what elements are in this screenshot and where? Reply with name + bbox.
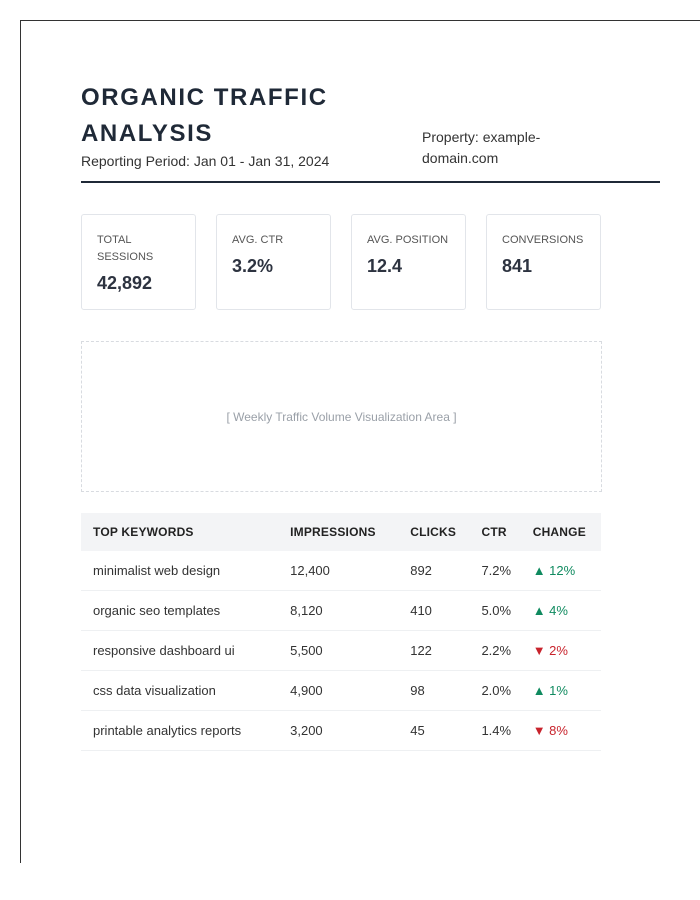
kpi-card: CONVERSIONS 841 bbox=[486, 214, 601, 310]
column-header: CTR bbox=[469, 513, 521, 551]
table-cell: 98 bbox=[398, 670, 470, 711]
table-cell: 2.2% bbox=[469, 630, 521, 671]
kpi-value: 3.2% bbox=[232, 256, 274, 276]
keyword-table: TOP KEYWORDS IMPRESSIONS CLICKS CTR CHANGE m… bbox=[81, 513, 601, 751]
table-cell: 12,400 bbox=[278, 551, 399, 591]
table-cell: printable analytics reports bbox=[81, 710, 279, 751]
table-cell: 122 bbox=[398, 630, 470, 671]
table-cell: minimalist web design bbox=[81, 551, 279, 591]
kpi-value: 841 bbox=[502, 256, 533, 276]
property: Property: example-domain.com bbox=[422, 129, 541, 166]
table-row: organic seo templates 8,120 410 5.0% ▲ 4% bbox=[81, 590, 601, 631]
change-cell: ▼ 2% bbox=[520, 630, 601, 671]
table-cell: 410 bbox=[398, 590, 470, 631]
table-cell: 3,200 bbox=[278, 710, 399, 751]
table-row: minimalist web design 12,400 892 7.2% ▲ 12% bbox=[81, 551, 601, 591]
reporting-period: Reporting Period: Jan 01 - Jan 31, 2024 bbox=[81, 153, 330, 169]
column-header: TOP KEYWORDS bbox=[81, 513, 279, 551]
kpi-value: 12.4 bbox=[367, 256, 403, 276]
kpi-label: CONVERSIONS bbox=[502, 234, 584, 246]
change-cell: ▲ 4% bbox=[520, 590, 601, 631]
table-cell: 2.0% bbox=[469, 670, 521, 711]
table-cell: 5,500 bbox=[278, 630, 399, 671]
table-cell: 7.2% bbox=[469, 551, 521, 591]
change-cell: ▲ 1% bbox=[520, 670, 601, 711]
kpi-label: AVG. POSITION bbox=[367, 234, 449, 246]
column-header: IMPRESSIONS bbox=[278, 513, 399, 551]
chart-placeholder: [ Weekly Traffic Volume Visualization Ar… bbox=[81, 341, 602, 492]
kpi-card: AVG. POSITION 12.4 bbox=[351, 214, 466, 310]
report-sheet: ORGANIC TRAFFIC ANALYSIS Reporting Perio… bbox=[20, 20, 700, 863]
table-cell: css data visualization bbox=[81, 670, 279, 711]
kpi-label: AVG. CTR bbox=[232, 234, 284, 246]
table-cell: 1.4% bbox=[469, 710, 521, 751]
table-cell: responsive dashboard ui bbox=[81, 630, 279, 671]
table-body: minimalist web design 12,400 892 7.2% ▲ 12% o… bbox=[81, 551, 601, 751]
table-cell: 892 bbox=[398, 551, 470, 591]
title: ORGANIC TRAFFIC ANALYSIS bbox=[81, 84, 328, 147]
table-cell: organic seo templates bbox=[81, 590, 279, 631]
column-header: CHANGE bbox=[520, 513, 601, 551]
kpi-value: 42,892 bbox=[97, 273, 153, 293]
header: ORGANIC TRAFFIC ANALYSIS Reporting Perio… bbox=[81, 83, 660, 183]
table-cell: 4,900 bbox=[278, 670, 399, 711]
change-cell: ▲ 12% bbox=[520, 551, 601, 591]
table-row: css data visualization 4,900 98 2.0% ▲ 1% bbox=[81, 670, 601, 711]
table-cell: 45 bbox=[398, 710, 470, 751]
kpi-card: AVG. CTR 3.2% bbox=[216, 214, 331, 310]
column-header: CLICKS bbox=[398, 513, 470, 551]
table-cell: 8,120 bbox=[278, 590, 399, 631]
kpi-card: TOTAL SESSIONS 42,892 bbox=[81, 214, 196, 310]
header-row: TOP KEYWORDS IMPRESSIONS CLICKS CTR CHANGE bbox=[81, 513, 601, 551]
change-cell: ▼ 8% bbox=[520, 710, 601, 751]
kpi-row: TOTAL SESSIONS 42,892 AVG. CTR 3.2% AVG. POS… bbox=[81, 214, 660, 310]
table-row: responsive dashboard ui 5,500 122 2.2% ▼ 2% bbox=[81, 630, 601, 671]
kpi-label: TOTAL SESSIONS bbox=[97, 234, 154, 263]
table-cell: 5.0% bbox=[469, 590, 521, 631]
header-left: ORGANIC TRAFFIC ANALYSIS Reporting Perio… bbox=[81, 80, 422, 169]
table-row: printable analytics reports 3,200 45 1.4% ▼ … bbox=[81, 710, 601, 751]
